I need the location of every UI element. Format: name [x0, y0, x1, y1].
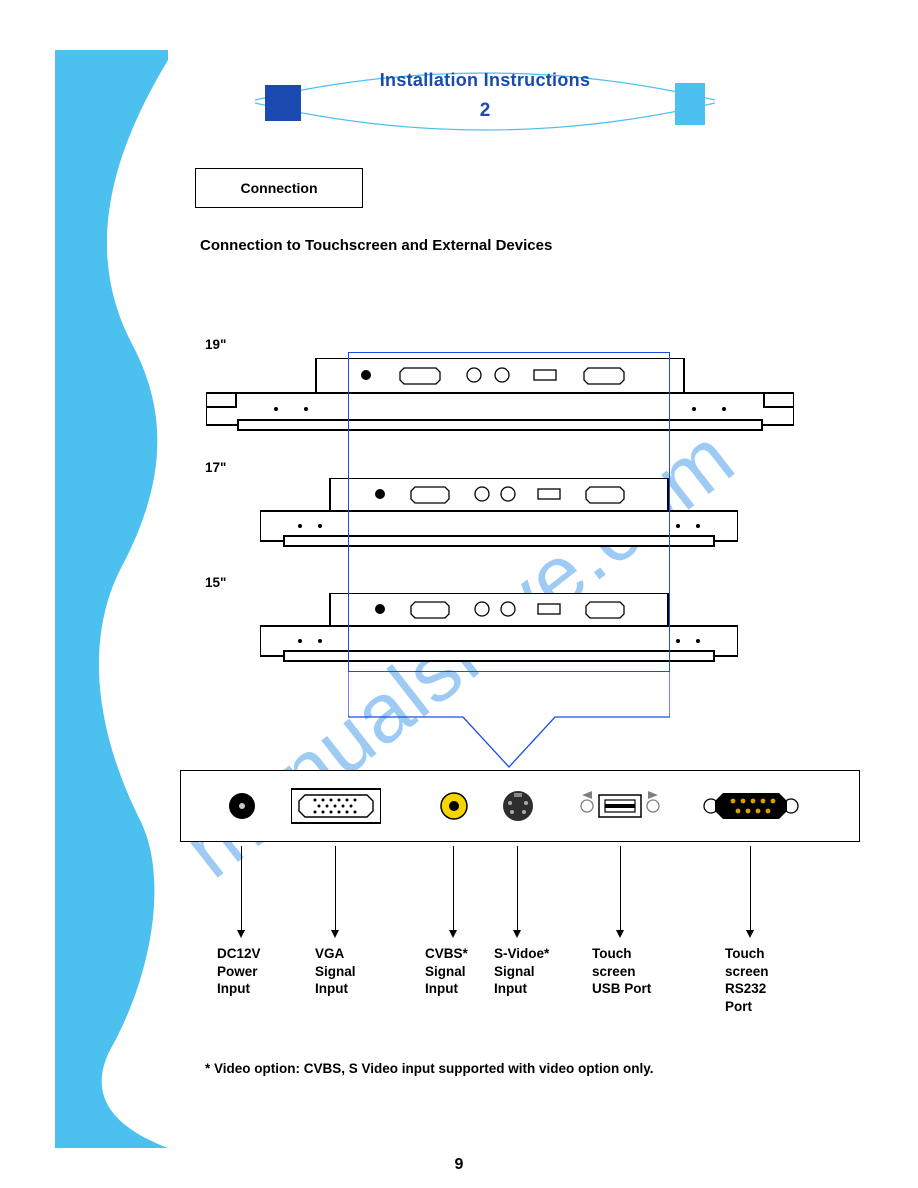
callout-dc: DC12V Power Input	[217, 945, 261, 998]
page: manualshive.com Installation Instruction…	[0, 0, 918, 1188]
callout-line-cvbs	[453, 846, 454, 932]
callout-dc-l3: Input	[217, 980, 261, 998]
callout-usb-l2: screen	[592, 963, 651, 981]
callout-head-cvbs	[449, 930, 457, 938]
callout-cvbs-l3: Input	[425, 980, 468, 998]
callout-dc-l2: Power	[217, 963, 261, 981]
callout-vga-l1: VGA	[315, 945, 356, 963]
model-label-17: 17"	[205, 460, 226, 475]
callout-rs232-l2: screen	[725, 963, 769, 981]
cvbs-port	[439, 791, 469, 821]
callout-line-vga	[335, 846, 336, 932]
callout-head-rs232	[746, 930, 754, 938]
callout-vga: VGA Signal Input	[315, 945, 356, 998]
callout-rs232-l4: Port	[725, 998, 769, 1016]
svideo-port	[501, 789, 535, 823]
callout-usb: Touch screen USB Port	[592, 945, 651, 998]
callout-head-svideo	[513, 930, 521, 938]
usb-port	[579, 791, 661, 821]
callout-rs232-l3: RS232	[725, 980, 769, 998]
option-note-star: *	[205, 1061, 210, 1076]
callout-line-rs232	[750, 846, 751, 932]
callout-cvbs-l1: CVBS*	[425, 945, 468, 963]
intro-text: Connection to Touchscreen and External D…	[200, 235, 760, 256]
callout-svideo-l3: Input	[494, 980, 549, 998]
section-connection-box: Connection	[195, 168, 363, 208]
option-note: * Video option: CVBS, S Video input supp…	[205, 1060, 845, 1079]
blue-arrow	[348, 672, 670, 772]
callout-line-usb	[620, 846, 621, 932]
callout-usb-l3: USB Port	[592, 980, 651, 998]
sidebar-wave	[0, 50, 170, 1150]
header-subtitle: 2	[255, 100, 715, 122]
callout-rs232-l1: Touch	[725, 945, 769, 963]
header-ribbon: Installation Instructions 2	[255, 65, 715, 137]
callout-line-dc	[241, 846, 242, 932]
callout-cvbs-l2: Signal	[425, 963, 468, 981]
callout-svideo-l2: Signal	[494, 963, 549, 981]
connector-panel	[180, 770, 860, 842]
callout-rs232: Touch screen RS232 Port	[725, 945, 769, 1015]
callout-vga-l2: Signal	[315, 963, 356, 981]
callout-svideo-l1: S-Vidoe*	[494, 945, 549, 963]
callout-line-svideo	[517, 846, 518, 932]
dc-jack	[229, 793, 255, 819]
callout-svideo: S-Vidoe* Signal Input	[494, 945, 549, 998]
callout-usb-l1: Touch	[592, 945, 651, 963]
model-label-19: 19"	[205, 337, 226, 352]
callout-head-usb	[616, 930, 624, 938]
callout-head-vga	[331, 930, 339, 938]
vga-port	[291, 785, 381, 827]
rs232-port	[701, 785, 801, 827]
callout-cvbs: CVBS* Signal Input	[425, 945, 468, 998]
blue-selection-box	[348, 352, 670, 672]
model-label-15: 15"	[205, 575, 226, 590]
section-connection-label: Connection	[241, 180, 318, 196]
header-title: Installation Instructions	[255, 70, 715, 91]
page-number: 9	[0, 1156, 918, 1174]
callout-dc-l1: DC12V	[217, 945, 261, 963]
callout-vga-l3: Input	[315, 980, 356, 998]
option-note-text: Video option: CVBS, S Video input suppor…	[214, 1061, 654, 1076]
callout-head-dc	[237, 930, 245, 938]
